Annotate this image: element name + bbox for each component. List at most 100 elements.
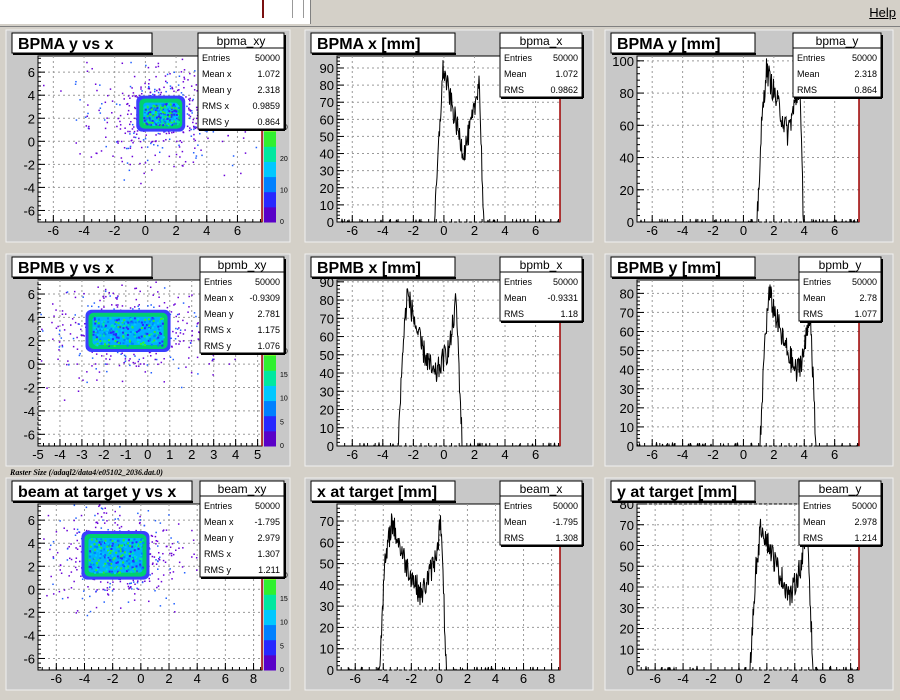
scatter-point (144, 580, 146, 583)
beam-cell (155, 340, 158, 343)
beam-cell (107, 344, 110, 347)
help-menu[interactable]: Help (869, 5, 896, 20)
toolbar-scrollbar[interactable] (292, 0, 304, 18)
scatter-point (158, 558, 160, 560)
scatter-point (80, 334, 83, 336)
scatter-point (193, 553, 195, 555)
y-tick-label: 4 (28, 88, 35, 103)
scatter-point (149, 355, 152, 357)
scatter-point (133, 130, 136, 133)
beam-cell (137, 547, 140, 550)
beam-cell (123, 319, 126, 322)
scatter-point (73, 528, 76, 530)
scatter-point (70, 324, 72, 326)
scatter-point (144, 162, 147, 164)
beam-cell (149, 326, 152, 329)
beam-cell (155, 121, 158, 124)
stats-key: Mean x (204, 517, 234, 527)
beam-cell (147, 120, 150, 123)
beam-cell (159, 114, 162, 117)
scatter-point (55, 531, 58, 533)
beam-cell (152, 108, 155, 111)
beam-cell (105, 568, 108, 571)
beam-cell (161, 122, 164, 125)
x-tick-label: -1 (120, 447, 132, 462)
beam-cell (122, 342, 125, 345)
scatter-point (78, 354, 81, 357)
chart-title: x at target [mm] (317, 484, 437, 501)
beam-cell (128, 338, 131, 341)
beam-cell (138, 547, 141, 550)
scatter-point (137, 305, 139, 308)
palette-tick-label: 10 (280, 396, 288, 403)
scatter-point (171, 87, 174, 90)
scatter-point (103, 306, 105, 308)
scatter-point (101, 355, 103, 357)
stats-value: 1.214 (854, 533, 877, 543)
y-tick-label: 40 (320, 366, 334, 381)
scatter-point (195, 556, 198, 559)
scatter-point (104, 101, 107, 104)
scatter-point (178, 547, 180, 549)
scatter-point (140, 86, 142, 88)
beam-cell (106, 317, 109, 320)
stats-value: 2.78 (859, 293, 877, 303)
beam-cell (159, 317, 162, 320)
beam-cell (98, 341, 101, 344)
beam-cell (143, 107, 146, 110)
scatter-point (96, 379, 98, 381)
beam-cell (131, 554, 134, 557)
scatter-point (173, 71, 175, 74)
beam-cell (110, 548, 113, 551)
y-tick-label: 2 (28, 334, 35, 349)
scatter-point (149, 574, 151, 576)
beam-cell (146, 113, 149, 116)
title-box: y at target [mm] (610, 480, 756, 503)
beam-cell (145, 324, 148, 327)
y-tick-label: -2 (23, 605, 35, 620)
x-tick-label: 0 (436, 671, 443, 686)
scatter-point (193, 312, 196, 314)
beam-cell (99, 557, 102, 560)
scatter-point (117, 140, 119, 143)
beam-cell (116, 546, 119, 549)
beam-cell (169, 104, 172, 107)
beam-cell (122, 540, 125, 543)
root-canvas[interactable]: Raster Size (/adaql2/data4/e05102_2036.d… (0, 26, 900, 700)
x-tick-label: 4 (232, 447, 239, 462)
scatter-point (95, 368, 97, 370)
scatter-point (121, 92, 124, 95)
scatter-point (194, 70, 196, 72)
beam-cell (145, 118, 148, 121)
scatter-point (188, 107, 190, 109)
y-tick-label: 50 (620, 559, 634, 574)
beam-cell (139, 337, 142, 340)
beam-cell (119, 556, 122, 559)
scatter-point (169, 546, 172, 548)
scatter-point (40, 313, 42, 316)
beam-cell (139, 563, 142, 566)
beam-cell (147, 323, 150, 326)
beam-cell (173, 107, 176, 110)
scatter-point (148, 85, 150, 88)
beam-cell (120, 567, 123, 570)
scatter-point (58, 333, 61, 336)
scatter-point (95, 606, 98, 609)
histogram-trace (637, 518, 859, 672)
beam-cell (139, 545, 142, 548)
scatter-point (95, 521, 97, 524)
beam-cell (152, 115, 155, 118)
scatter-point (171, 542, 174, 545)
scatter-point (53, 315, 55, 317)
stats-name: bpma_x (520, 34, 563, 48)
